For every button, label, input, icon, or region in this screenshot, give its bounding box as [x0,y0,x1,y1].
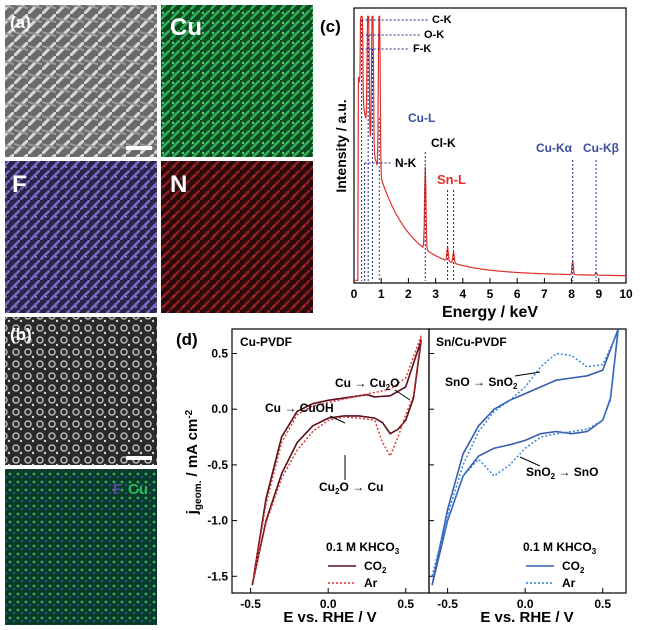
panel-label-d: (d) [176,330,198,349]
cv-sn-co2-line [431,328,619,586]
spectrum-peak-cu-l: Cu-L [408,111,435,125]
f-map-label: F [12,171,27,198]
n-map-label: N [170,171,187,198]
b-map-label-f: F [113,481,122,498]
cv-cu-co2-line [251,339,422,586]
legend-left-ar: Ar [364,576,378,590]
spectrum-peak-cu-kb: Cu-Kβ [583,141,619,155]
annotation-cu2o-cu: Cu2O → Cu [319,480,383,496]
spectrum-ylabel: Intensity / a.u. [333,99,349,192]
spectrum-x-tick-label: 7 [541,287,548,301]
cv-x-tick-label: 0.5 [397,597,414,611]
cross-section-map [5,469,157,625]
f-map [5,161,157,313]
spectrum-x-tick-label: 4 [459,287,466,301]
cv-y-tick-label: -0.5 [207,458,228,472]
cross-section-image [5,317,157,465]
spectrum-x-tick-label: 10 [619,287,633,301]
spectrum-x-tick-label: 0 [351,287,358,301]
cv-x-tick-label: 0.0 [320,597,337,611]
spectrum-peak-o-k: O-K [424,29,444,41]
spectrum-peak-cl-k: Cl-K [431,136,456,150]
scale-bar-a [126,146,152,150]
n-map [161,161,313,313]
cv-left-electrolyte: 0.1 M KHCO3 [326,540,400,556]
arrow-sno-sno2 [514,371,541,377]
cu-map-label: Cu [170,14,202,41]
spectrum-x-tick-label: 1 [378,287,385,301]
spectrum-x-tick-label: 6 [514,287,521,301]
cv-y-tick-label: -1.0 [207,514,228,528]
annotation-cu-cuoh: Cu → CuOH [265,401,334,415]
cv-ylabel: jgeom. / mA cm-2 [184,409,204,515]
b-map-label-cu: Cu [128,481,148,498]
cv-y-tick-label: -1.5 [207,569,228,583]
arrow-sno2-sno [519,456,541,467]
cv-x-ticks: -0.5 -0.5 0.0 0.0 0.5 0.5 [240,588,611,611]
legend-left-co2: CO2 [364,559,387,575]
spectrum-x-tick-label: 5 [487,287,494,301]
legend-right-ar: Ar [562,576,576,590]
scale-bar-b [126,456,152,460]
cv-cu-ar-line [251,335,422,584]
spectrum-peak-cu-ka: Cu-Kα [536,141,573,155]
panel-label-c: (c) [320,17,341,36]
spectrum-peak-markers [361,19,597,281]
arrow-cu-cu2o [394,389,411,401]
spectrum-x-tick-label: 3 [432,287,439,301]
cv-xlabel-right: E vs. RHE / V [480,609,573,626]
annotation-cu-cu2o: Cu → Cu2O [335,376,399,392]
spectrum-x-tick-label: 9 [595,287,602,301]
panel-label-b: (b) [10,325,32,344]
spectrum-xlabel: Energy / keV [442,304,538,321]
cv-y-tick-label: 0.0 [211,402,228,416]
spectrum-peak-n-k: N-K [395,156,417,170]
cv-right-electrolyte: 0.1 M KHCO3 [523,540,597,556]
arrow-cu-cuoh [329,415,346,424]
spectrum-x-ticks: 0 1 2 3 4 5 6 7 8 9 10 [351,278,633,301]
cv-left-title: Cu-PVDF [240,335,292,349]
panel-label-a: (a) [10,13,31,32]
spectrum-peak-sn-l: Sn-L [437,172,466,187]
cv-x-tick-label: 0.5 [594,597,611,611]
cv-x-tick-label: -0.5 [240,597,261,611]
cv-right-title: Sn/Cu-PVDF [436,335,507,349]
spectrum-peak-c-k: C-K [432,14,452,26]
cv-sn-ar-line [431,330,619,577]
annotation-sno2-sno: SnO2 → SnO [526,465,598,481]
cv-x-tick-label: 0.0 [517,597,534,611]
sem-image [5,5,157,157]
spectrum-peak-f-k: F-K [413,43,431,55]
cv-x-tick-label: -0.5 [437,597,458,611]
cv-y-tick-label: 0.5 [211,347,228,361]
spectrum-line [354,15,627,281]
spectrum-x-tick-label: 8 [568,287,575,301]
cv-xlabel-left: E vs. RHE / V [283,609,376,626]
cv-y-ticks: 0.5 0.0 -0.5 -1.0 -1.5 [207,347,434,583]
annotation-sno-sno2: SnO → SnO2 [445,375,518,391]
cu-map [161,5,313,157]
legend-right-co2: CO2 [562,559,585,575]
spectrum-x-tick-label: 2 [405,287,412,301]
cv-frame-right [428,328,627,594]
